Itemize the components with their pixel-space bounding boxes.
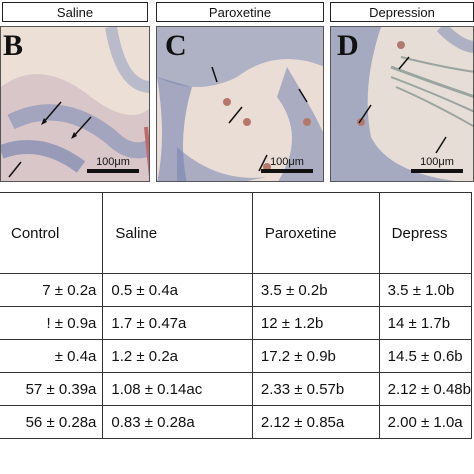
header-saline-text: Saline bbox=[115, 224, 158, 242]
cell-depression: 14 ± 1.7b bbox=[378, 306, 473, 340]
scale-text-b: 100μm bbox=[96, 156, 130, 168]
micrograph-c-image bbox=[157, 27, 323, 181]
table-row: 56 ± 0.28a 0.83 ± 0.28a 2.12 ± 0.85a 2.0… bbox=[0, 405, 473, 439]
header-depression-text: Depress bbox=[391, 224, 448, 242]
panel-label-paroxetine: Paroxetine bbox=[156, 2, 324, 22]
cell-depression: 14.5 ± 0.6b bbox=[378, 339, 473, 373]
header-paroxetine: Paroxetine bbox=[251, 192, 380, 274]
cell-paroxetine: 17.2 ± 0.9b bbox=[251, 339, 380, 373]
cell-control: ± 0.4a bbox=[0, 339, 104, 373]
cell-paroxetine: 12 ± 1.2b bbox=[251, 306, 380, 340]
cell-depression: 3.5 ± 1.0b bbox=[378, 273, 473, 307]
cell-paroxetine: 2.33 ± 0.57b bbox=[251, 372, 380, 406]
micrograph-d-image bbox=[331, 27, 473, 181]
cell-saline: 1.2 ± 0.2a bbox=[102, 339, 253, 373]
header-control-text: Control bbox=[11, 224, 60, 242]
header-paroxetine-text: Paroxetine bbox=[264, 224, 337, 242]
scale-line-d bbox=[411, 169, 463, 173]
table-row: 7 ± 0.2a 0.5 ± 0.4a 3.5 ± 0.2b 3.5 ± 1.0… bbox=[0, 273, 473, 307]
panel-label-saline: Saline bbox=[2, 2, 148, 22]
scale-bar-b: 100μm bbox=[87, 156, 139, 173]
table-row: ! ± 0.9a 1.7 ± 0.47a 12 ± 1.2b 14 ± 1.7b bbox=[0, 306, 473, 340]
panel-label-depression: Depression bbox=[330, 2, 474, 22]
cell-paroxetine: 2.12 ± 0.85a bbox=[251, 405, 380, 439]
cell-depression: 2.00 ± 1.0a bbox=[378, 405, 473, 439]
micrograph-b-image bbox=[1, 27, 149, 181]
cell-saline: 1.08 ± 0.14ac bbox=[102, 372, 253, 406]
scale-line-b bbox=[87, 169, 139, 173]
cell-saline: 0.5 ± 0.4a bbox=[102, 273, 253, 307]
panel-letter-d: D bbox=[337, 29, 359, 62]
cell-control: 7 ± 0.2a bbox=[0, 273, 104, 307]
micrograph-strip: Saline Paroxetine Depression B 100μm bbox=[0, 0, 474, 186]
scale-text-d: 100μm bbox=[420, 156, 454, 168]
cell-saline: 1.7 ± 0.47a bbox=[102, 306, 253, 340]
scale-line-c bbox=[261, 169, 313, 173]
results-table: Control Saline Paroxetine Depress 7 ± 0.… bbox=[0, 192, 473, 439]
scale-text-c: 100μm bbox=[270, 156, 304, 168]
cell-control: 56 ± 0.28a bbox=[0, 405, 104, 439]
micrograph-panel-b: B 100μm bbox=[0, 26, 150, 182]
micrograph-panel-c: C 100μm bbox=[156, 26, 324, 182]
header-control: Control bbox=[0, 192, 104, 274]
cell-control: ! ± 0.9a bbox=[0, 306, 104, 340]
table-row: 57 ± 0.39a 1.08 ± 0.14ac 2.33 ± 0.57b 2.… bbox=[0, 372, 473, 406]
cell-depression: 2.12 ± 0.48b bbox=[378, 372, 473, 406]
scale-bar-d: 100μm bbox=[411, 156, 463, 173]
table-header-row: Control Saline Paroxetine Depress bbox=[0, 192, 473, 274]
scale-bar-c: 100μm bbox=[261, 156, 313, 173]
table-row: ± 0.4a 1.2 ± 0.2a 17.2 ± 0.9b 14.5 ± 0.6… bbox=[0, 339, 473, 373]
cell-saline: 0.83 ± 0.28a bbox=[102, 405, 253, 439]
header-saline: Saline bbox=[102, 192, 253, 274]
panel-letter-c: C bbox=[165, 29, 187, 62]
header-depression: Depress bbox=[378, 192, 473, 274]
cell-paroxetine: 3.5 ± 0.2b bbox=[251, 273, 380, 307]
cell-control: 57 ± 0.39a bbox=[0, 372, 104, 406]
panel-letter-b: B bbox=[3, 29, 24, 62]
micrograph-panel-d: D 100μm bbox=[330, 26, 474, 182]
